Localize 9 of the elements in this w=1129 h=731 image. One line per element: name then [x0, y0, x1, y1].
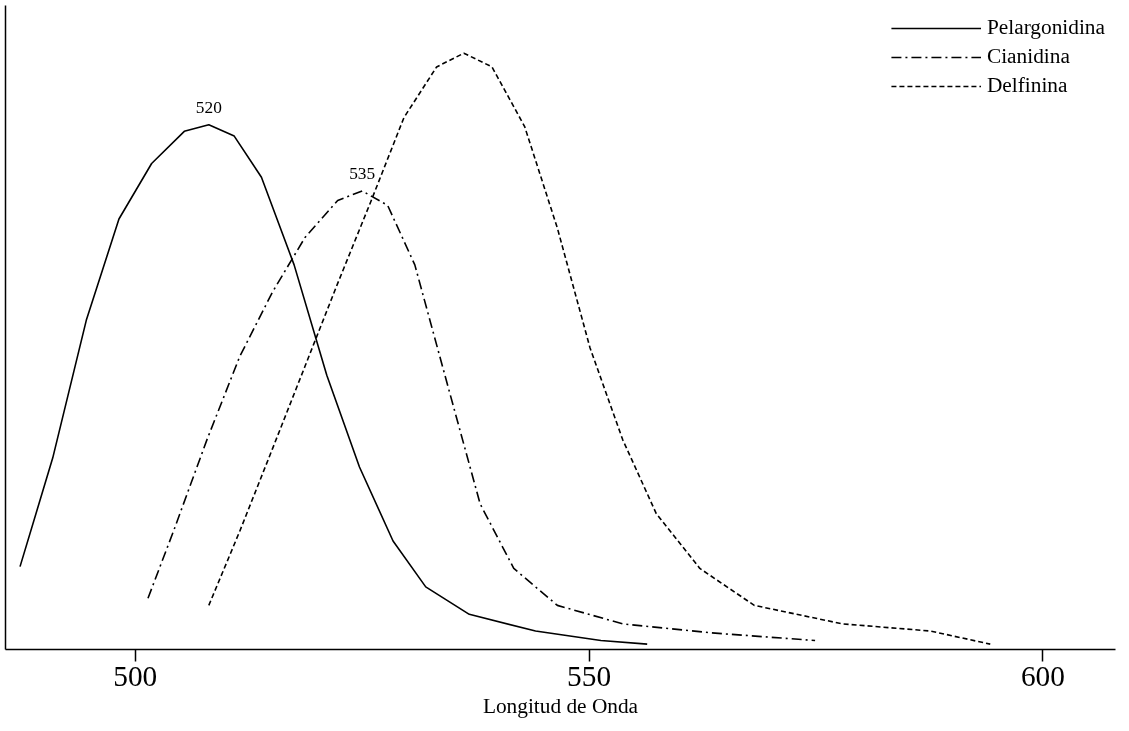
legend-label: Pelargonidina: [986, 15, 1105, 40]
x-tick-label: 500: [113, 659, 158, 692]
annotation: 520: [195, 97, 222, 117]
annotation: 535: [349, 163, 376, 183]
legend-label: Delfinina: [986, 73, 1068, 98]
x-tick-label: 550: [567, 659, 612, 692]
legend-label: Cianidina: [986, 44, 1070, 69]
x-tick-label: 600: [1020, 659, 1065, 692]
x-axis-title: Longitud de Onda: [482, 693, 639, 718]
